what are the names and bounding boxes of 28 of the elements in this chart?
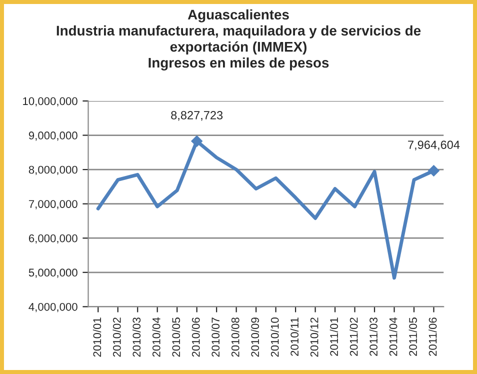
data-label: 7,964,604 [408, 140, 460, 150]
chart-title: Aguascalientes Industria manufacturera, maquiladora y de servicios de exportación (IMMEX) Ingresos en miles de pesos [56, 9, 421, 70]
x-tick-label: 2010/03 [132, 318, 141, 357]
data-label: 8,827,723 [171, 111, 223, 121]
x-tick-label: 2011/05 [408, 318, 417, 356]
x-tick-label: 2011/04 [389, 317, 398, 356]
x-tick-label: 2011/06 [428, 318, 437, 356]
y-tick-label: 9,000,000 [28, 132, 78, 141]
x-tick-label: 2010/07 [211, 318, 220, 357]
y-tick-label: 6,000,000 [28, 234, 78, 244]
x-tick-label: 2010/11 [290, 318, 299, 356]
x-tick-label: 2011/02 [350, 318, 358, 356]
x-tick-label: 2010/02 [112, 318, 121, 357]
y-tick-label: 5,000,000 [28, 268, 78, 278]
x-tick-label: 2011/01 [330, 318, 338, 356]
x-tick-label: 2010/08 [231, 318, 240, 357]
x-tick-label: 2010/09 [250, 318, 260, 357]
x-tick-label: 2010/05 [172, 318, 180, 357]
x-tick-label: 2010/10 [270, 318, 279, 357]
y-tick-label: 7,000,000 [28, 200, 78, 210]
y-tick-label: 8,000,000 [28, 166, 78, 175]
x-tick-label: 2010/04 [152, 317, 160, 357]
y-tick-label: 10,000,000 [23, 97, 78, 106]
x-tick-label: 2010/01 [92, 318, 102, 357]
y-tick-label: 4,000,000 [28, 302, 78, 312]
x-tick-label: 2010/12 [310, 318, 318, 357]
x-tick-label: 2011/03 [369, 318, 378, 356]
x-tick-label: 2010/06 [192, 318, 200, 357]
